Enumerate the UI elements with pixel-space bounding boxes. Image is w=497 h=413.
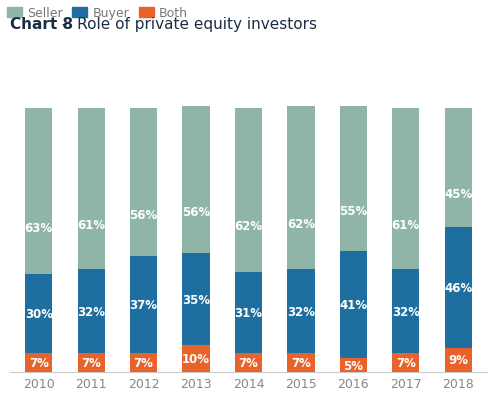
Text: 62%: 62% — [235, 220, 262, 233]
Text: 63%: 63% — [25, 222, 53, 235]
Text: 7%: 7% — [134, 356, 154, 369]
Bar — [340, 107, 367, 251]
Text: 7%: 7% — [396, 356, 415, 369]
Bar — [392, 354, 419, 372]
Bar — [25, 275, 52, 354]
Bar — [235, 354, 262, 372]
Bar — [78, 109, 105, 269]
Text: 61%: 61% — [392, 218, 420, 231]
Bar — [182, 345, 210, 372]
Bar — [130, 256, 157, 354]
Bar — [78, 269, 105, 354]
Text: 30%: 30% — [25, 307, 53, 320]
Text: 32%: 32% — [287, 305, 315, 318]
Bar — [235, 109, 262, 272]
Bar — [287, 107, 315, 269]
Bar — [287, 354, 315, 372]
Text: 32%: 32% — [77, 305, 105, 318]
Bar — [445, 348, 472, 372]
Text: 45%: 45% — [444, 188, 472, 201]
Text: 32%: 32% — [392, 305, 420, 318]
Legend: Seller, Buyer, Both: Seller, Buyer, Both — [6, 7, 188, 20]
Text: 5%: 5% — [343, 358, 363, 372]
Text: 35%: 35% — [182, 293, 210, 306]
Text: 37%: 37% — [130, 298, 158, 311]
Bar — [445, 227, 472, 348]
Bar — [25, 109, 52, 275]
Text: 7%: 7% — [239, 356, 258, 369]
Text: 7%: 7% — [82, 356, 101, 369]
Text: 9%: 9% — [448, 354, 468, 366]
Text: -  Role of private equity investors: - Role of private equity investors — [57, 17, 317, 31]
Bar — [130, 109, 157, 256]
Bar — [445, 109, 472, 227]
Text: 7%: 7% — [29, 356, 49, 369]
Text: 31%: 31% — [235, 306, 262, 319]
Bar — [182, 107, 210, 254]
Text: 62%: 62% — [287, 217, 315, 230]
Bar — [25, 354, 52, 372]
Bar — [182, 254, 210, 345]
Text: 41%: 41% — [339, 298, 367, 311]
Text: 10%: 10% — [182, 352, 210, 365]
Bar — [235, 272, 262, 354]
Text: Chart 8: Chart 8 — [10, 17, 73, 31]
Text: 7%: 7% — [291, 356, 311, 369]
Text: 46%: 46% — [444, 281, 472, 294]
Bar — [392, 109, 419, 269]
Text: 55%: 55% — [339, 204, 367, 217]
Bar — [130, 354, 157, 372]
Bar — [287, 269, 315, 354]
Bar — [392, 269, 419, 354]
Bar — [340, 358, 367, 372]
Bar — [78, 354, 105, 372]
Text: 56%: 56% — [182, 206, 210, 219]
Text: 61%: 61% — [77, 218, 105, 231]
Bar — [340, 251, 367, 358]
Text: 56%: 56% — [130, 209, 158, 221]
